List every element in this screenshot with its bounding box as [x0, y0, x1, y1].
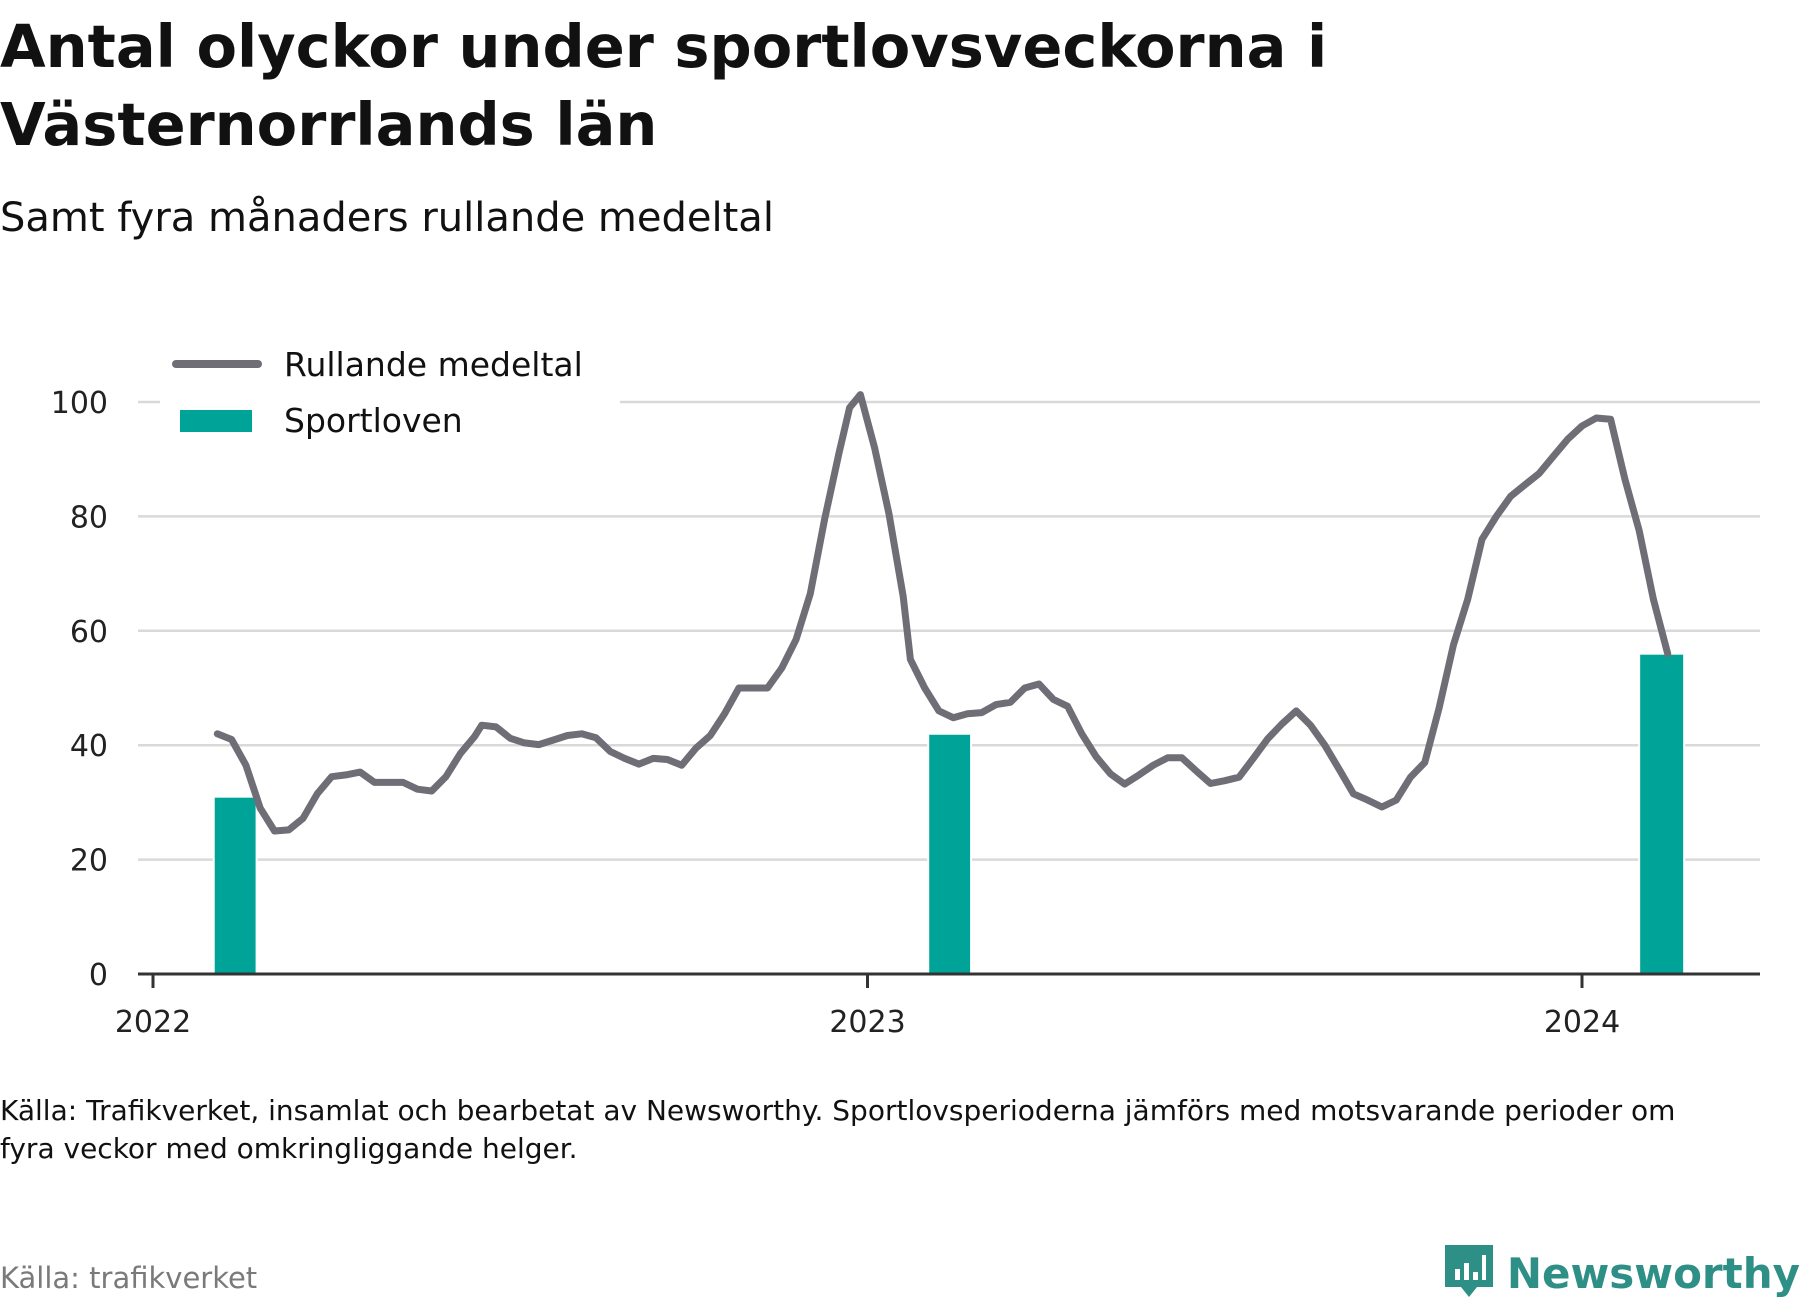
source-label: Källa: trafikverket [0, 1261, 258, 1295]
chart-subtitle: Samt fyra månaders rullande medeltal [0, 195, 774, 241]
bar-sportlov-3 [1638, 652, 1686, 975]
x-tick-label-2024: 2024 [1544, 1005, 1620, 1040]
legend-bar-swatch [180, 410, 252, 432]
line-series [213, 391, 1672, 835]
newsworthy-logo-icon [1441, 1241, 1497, 1305]
x-axis: 2022 2023 2024 [115, 972, 1760, 1040]
x-tick-label-2022: 2022 [115, 1005, 191, 1040]
bars [212, 652, 1686, 976]
bar-sportlov-2 [927, 732, 973, 976]
y-tick-label-100: 100 [51, 386, 108, 421]
x-tick-label-2023: 2023 [829, 1005, 905, 1040]
legend: Rullande medeltal Sportloven [160, 336, 620, 460]
y-axis-ticks: 0 20 40 60 80 100 [51, 386, 108, 993]
chart-canvas: 0 20 40 60 80 100 2022 2023 2024 Rullande medel… [50, 336, 1760, 1040]
chart-title: Antal olyckor under sportlovsveckorna i … [0, 12, 1328, 159]
brand-logo: Newsworthy [1441, 1240, 1800, 1306]
y-tick-label-20: 20 [70, 844, 108, 879]
method-note: Källa: Trafikverket, insamlat och bearbe… [0, 1094, 1676, 1165]
y-tick-label-80: 80 [70, 500, 108, 535]
legend-background [160, 336, 620, 460]
legend-line-label: Rullande medeltal [284, 345, 583, 384]
legend-bar-label: Sportloven [284, 401, 463, 440]
y-tick-label-40: 40 [70, 729, 108, 764]
line-rullande-medeltal [213, 391, 1672, 835]
y-tick-label-60: 60 [70, 615, 108, 650]
y-tick-label-0: 0 [89, 958, 108, 993]
bar-sportlov-1 [212, 795, 258, 975]
brand-name: Newsworthy [1506, 1248, 1800, 1298]
